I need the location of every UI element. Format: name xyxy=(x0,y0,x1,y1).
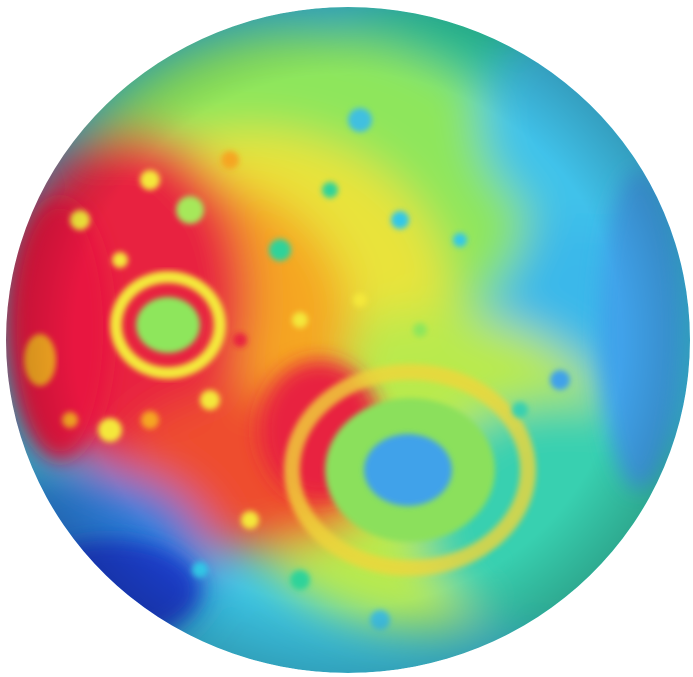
limb-shading xyxy=(6,7,690,673)
